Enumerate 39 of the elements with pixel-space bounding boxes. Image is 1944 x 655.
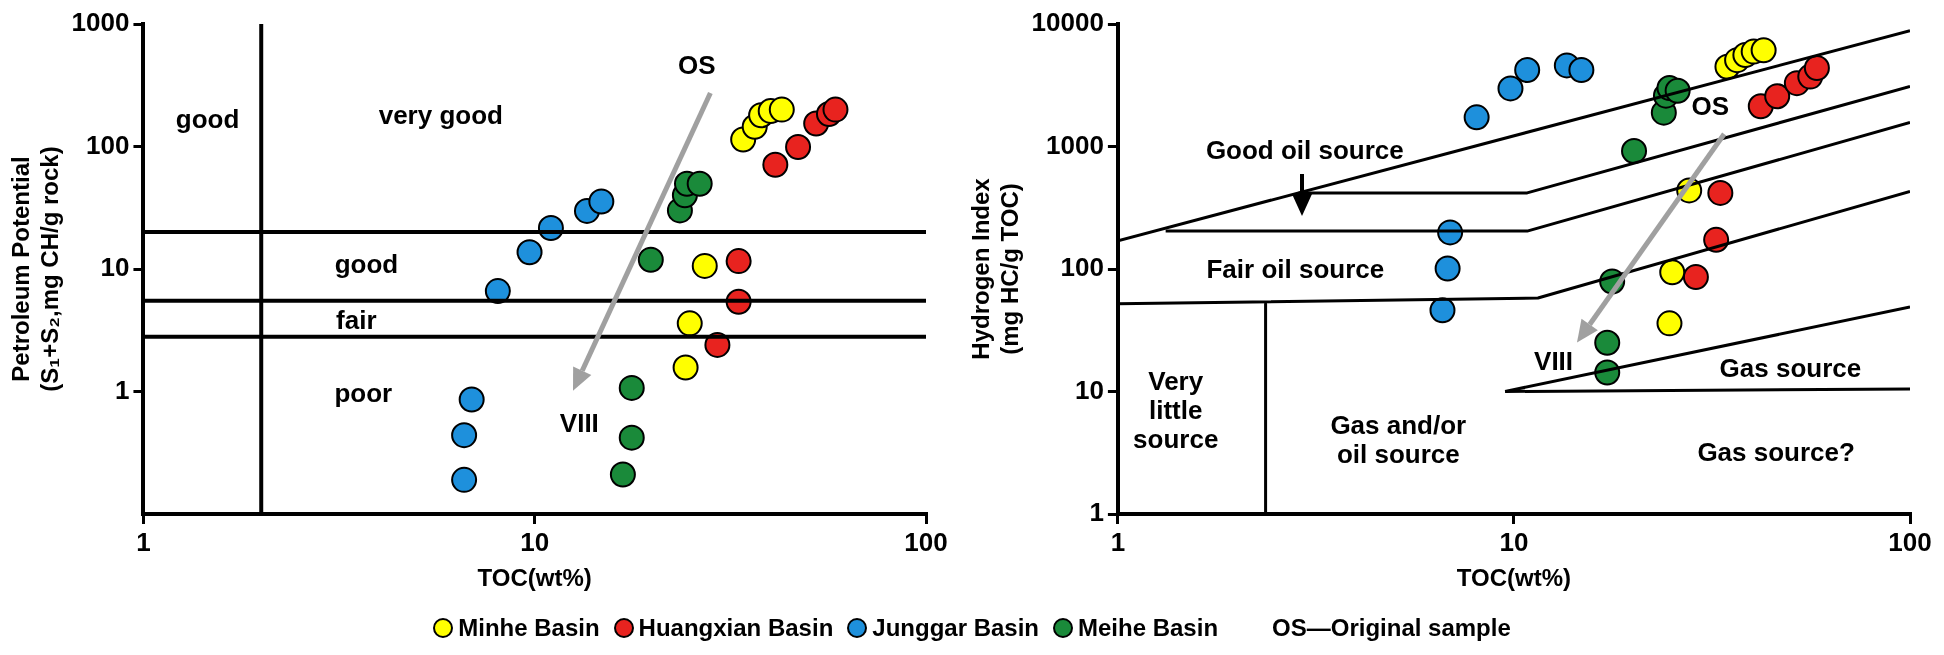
y-tick-label: 1000 xyxy=(71,7,130,38)
annotation: good xyxy=(175,104,240,135)
x-tick-label: 100 xyxy=(1888,526,1932,557)
annotation: Good oil source xyxy=(1205,135,1404,166)
y-axis-title: Hydrogen Index (mg HC/g TOC) xyxy=(967,177,1023,360)
x-tick-label: 100 xyxy=(904,526,948,557)
annotation: VIII xyxy=(559,407,599,438)
annotation: Gas source xyxy=(1719,352,1862,383)
legend-label: Minhe Basin xyxy=(458,614,600,642)
annotation: poor xyxy=(334,378,393,409)
y-tick-label: 100 xyxy=(86,129,130,160)
annotation: good xyxy=(334,249,399,280)
annotation: OS xyxy=(677,49,716,80)
annotation: Very little source xyxy=(1133,366,1219,455)
x-tick-label: 1 xyxy=(136,526,151,557)
y-tick-label: 1000 xyxy=(1046,129,1104,160)
y-tick-label: 1 xyxy=(1089,497,1104,528)
x-tick-label: 1 xyxy=(1110,526,1126,557)
annotation: fair xyxy=(336,305,377,336)
annotation: very good xyxy=(378,100,503,131)
x-axis-title: TOC(wt%) xyxy=(477,564,592,592)
y-tick-label: 10 xyxy=(1074,374,1104,405)
y-tick-label: 10 xyxy=(100,252,130,283)
annotation: Gas source? xyxy=(1697,436,1855,467)
y-tick-label: 1 xyxy=(114,374,130,405)
y-axis-title: Petroleum Potential (S₁+S₂,mg CH/g rock) xyxy=(7,146,63,392)
annotation: VIII xyxy=(1534,345,1574,376)
x-tick-label: 10 xyxy=(520,526,550,557)
legend-label: Meihe Basin xyxy=(1078,614,1219,642)
legend-label: Huangxian Basin xyxy=(638,614,834,642)
y-tick-label: 10000 xyxy=(1031,7,1104,38)
x-axis-title: TOC(wt%) xyxy=(1456,564,1572,592)
annotation: OS xyxy=(1691,91,1730,122)
text: OS—Original sample xyxy=(1272,614,1511,642)
legend-label: Junggar Basin xyxy=(872,614,1039,642)
annotation: Gas and/or oil source xyxy=(1330,410,1467,470)
y-tick-label: 100 xyxy=(1060,252,1104,283)
x-tick-label: 10 xyxy=(1499,526,1529,557)
annotation: Fair oil source xyxy=(1206,253,1385,284)
